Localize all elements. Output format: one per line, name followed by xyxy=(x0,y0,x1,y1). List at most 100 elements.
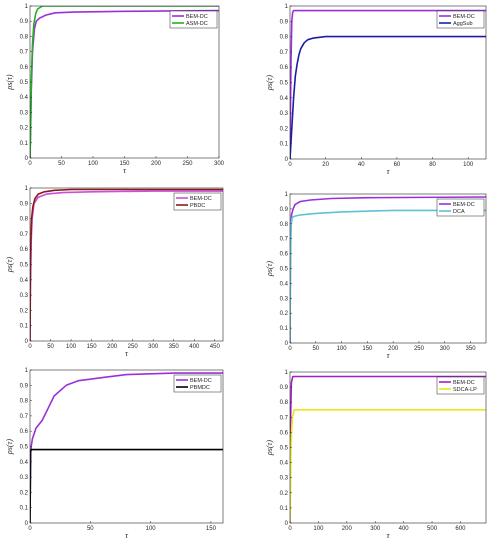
x-tick-label: 350 xyxy=(169,344,180,350)
legend-label: PBDC xyxy=(190,203,205,209)
x-tick-label: 300 xyxy=(440,346,451,352)
x-tick-label: 150 xyxy=(87,344,98,350)
y-tick-label: 0.5 xyxy=(20,263,29,269)
y-tick-label: 0.5 xyxy=(20,80,29,86)
x-tick-label: 100 xyxy=(313,526,324,532)
x-tick-label: 200 xyxy=(342,526,353,532)
series-line-1 xyxy=(30,372,223,523)
x-axis-label: τ xyxy=(387,531,391,540)
x-tick-label: 250 xyxy=(128,344,139,350)
y-tick-label: 0 xyxy=(25,521,29,527)
x-tick-label: 50 xyxy=(58,161,65,167)
chart-panel-3: 0 50 100 150 200 250 300 350 400 450 0 0.1 0.2 0.3 0.4… xyxy=(5,186,224,358)
x-tick-label: 0 xyxy=(288,162,292,168)
y-tick-label: 0.7 xyxy=(280,50,289,56)
y-tick-label: 0.2 xyxy=(280,126,289,132)
y-tick-label: 0.7 xyxy=(20,414,29,420)
y-tick-label: 0.9 xyxy=(20,201,29,207)
x-tick-label: 0 xyxy=(288,526,292,532)
y-tick-label: 0.8 xyxy=(280,400,289,406)
x-tick-label: 20 xyxy=(322,162,329,168)
x-tick-label: 100 xyxy=(66,344,77,350)
y-tick-label: 0.1 xyxy=(20,324,29,330)
y-tick-label: 0.2 xyxy=(280,491,289,497)
y-tick-label: 0.4 xyxy=(20,460,29,466)
y-tick-label: 0.4 xyxy=(280,96,289,102)
x-tick-label: 600 xyxy=(455,526,466,532)
legend-label: BEM-DC xyxy=(190,378,212,384)
y-tick-label: 0.1 xyxy=(280,326,289,332)
x-tick-label: 300 xyxy=(214,161,225,167)
legend-label: BEM-DC xyxy=(190,196,212,202)
y-tick-label: 0.7 xyxy=(20,232,29,238)
chart-panel-4: 0 50 100 150 200 250 300 350 0 0.1 0.2 0.3 0.4 0.5 0.6… xyxy=(265,192,487,360)
x-tick-label: 0 xyxy=(288,346,292,352)
legend-label: BEM-DC xyxy=(186,14,208,20)
y-axis-label: ρs(τ) xyxy=(265,261,274,277)
x-tick-label: 150 xyxy=(206,526,217,532)
y-tick-label: 1 xyxy=(285,192,289,198)
legend-label: AggSub xyxy=(453,21,473,27)
y-tick-label: 0.1 xyxy=(280,142,289,148)
legend-label: BEM-DC xyxy=(453,202,475,208)
y-tick-label: 0.1 xyxy=(20,141,29,147)
y-tick-label: 0.9 xyxy=(20,19,29,25)
y-tick-label: 0.2 xyxy=(20,126,29,132)
x-tick-label: 300 xyxy=(148,344,159,350)
legend-label: SDCA-LP xyxy=(453,387,477,393)
y-tick-label: 0.4 xyxy=(20,278,29,284)
y-tick-label: 0.5 xyxy=(280,267,289,273)
plot-area xyxy=(290,372,486,523)
y-tick-label: 0.4 xyxy=(280,281,289,287)
y-tick-label: 0 xyxy=(285,341,289,347)
plot-area xyxy=(290,194,486,343)
y-tick-label: 0.3 xyxy=(20,110,29,116)
y-tick-label: 0.7 xyxy=(280,415,289,421)
y-tick-label: 0.2 xyxy=(20,308,29,314)
x-tick-label: 250 xyxy=(182,161,193,167)
x-tick-label: 400 xyxy=(189,344,200,350)
legend-label: BEM-DC xyxy=(453,380,475,386)
y-tick-label: 0.8 xyxy=(20,399,29,405)
y-tick-label: 0.8 xyxy=(20,217,29,223)
plot-area xyxy=(290,6,486,159)
y-tick-label: 0.9 xyxy=(280,385,289,391)
y-tick-label: 0.3 xyxy=(20,293,29,299)
y-tick-label: 0.1 xyxy=(20,506,29,512)
y-tick-label: 0 xyxy=(25,156,29,162)
y-tick-label: 0.4 xyxy=(280,461,289,467)
y-tick-label: 1 xyxy=(285,4,289,10)
y-axis-label: ρs(τ) xyxy=(5,257,14,273)
x-tick-label: 350 xyxy=(466,346,477,352)
x-tick-label: 50 xyxy=(87,526,94,532)
x-axis-label: τ xyxy=(125,531,129,540)
x-tick-label: 40 xyxy=(358,162,365,168)
y-tick-label: 0.3 xyxy=(280,111,289,117)
x-axis-label: τ xyxy=(387,351,391,360)
plot-area xyxy=(30,188,223,341)
chart-panel-1: 0 50 100 150 200 250 300 0 0.1 0.2 0.3 0.4 0.5 0.6 0.7… xyxy=(5,4,225,175)
x-tick-label: 150 xyxy=(362,346,373,352)
y-axis-label: ρs(τ) xyxy=(5,439,14,455)
y-tick-label: 0.8 xyxy=(280,35,289,41)
y-tick-label: 0.2 xyxy=(20,490,29,496)
chart-panel-2: 0 20 40 60 80 100 0 0.1 0.2 0.3 0.4 0.5 0.6 0.7 0.8 0.9… xyxy=(265,4,487,176)
series-line-2 xyxy=(290,408,486,523)
x-tick-label: 100 xyxy=(88,161,99,167)
legend-label: DCA xyxy=(453,209,465,215)
plot-area xyxy=(30,370,223,523)
y-tick-label: 0.3 xyxy=(280,476,289,482)
x-tick-label: 250 xyxy=(414,346,425,352)
y-axis-label: ρs(τ) xyxy=(265,75,274,91)
x-tick-label: 200 xyxy=(151,161,162,167)
x-axis-label: τ xyxy=(125,349,129,358)
y-tick-label: 0 xyxy=(25,339,29,345)
x-tick-label: 60 xyxy=(394,162,401,168)
x-tick-label: 80 xyxy=(429,162,436,168)
y-tick-label: 0.3 xyxy=(20,475,29,481)
